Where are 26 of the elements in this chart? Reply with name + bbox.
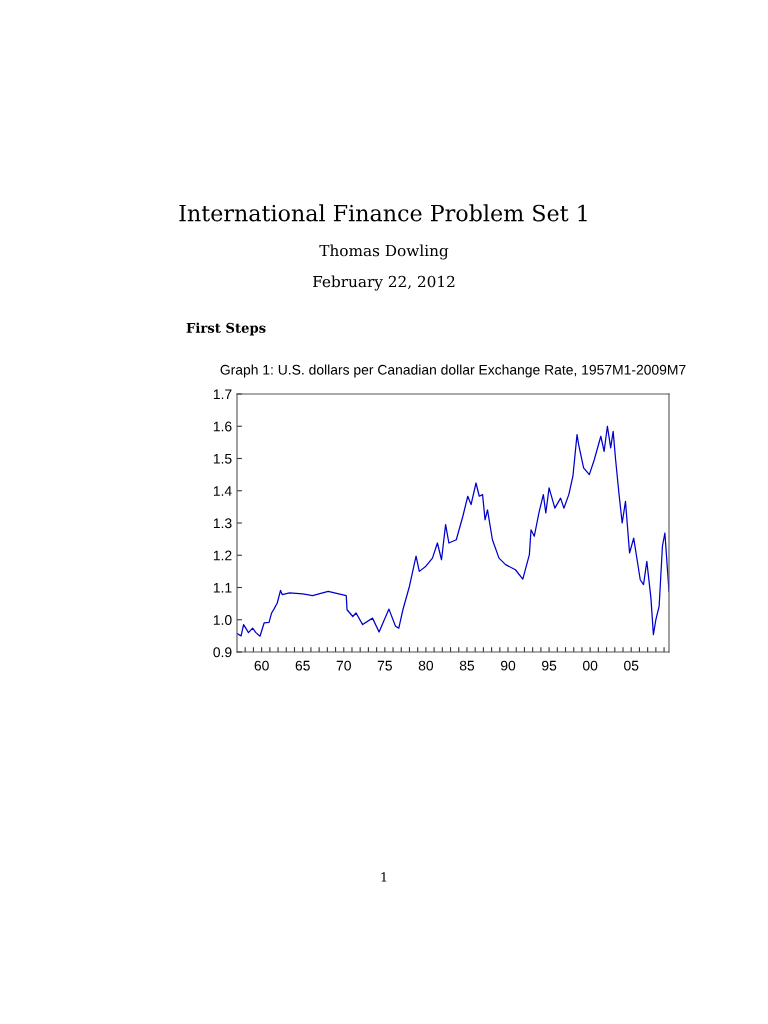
text: First Steps	[186, 322, 266, 336]
text: Thomas Dowling	[319, 244, 449, 260]
line-series	[237, 425, 669, 637]
chart-title: Graph 1: U.S. dollars per Canadian dollar Exchange Rate, 1957M1-2009M7	[220, 364, 686, 378]
y-tick-label: 1.2	[213, 550, 232, 561]
x-tick-label: 00	[582, 660, 598, 671]
x-tick-label: 90	[500, 660, 516, 671]
x-tick-label: 75	[377, 660, 392, 671]
y-tick-label: 1.5	[213, 453, 232, 464]
x-tick-label: 85	[459, 660, 475, 671]
y-tick-label: 1.7	[213, 389, 232, 400]
x-tick-label: 95	[542, 660, 557, 671]
text: 1	[381, 872, 387, 882]
y-tick-label: 1.1	[213, 582, 232, 593]
x-tick-label: 65	[295, 660, 310, 671]
x-tick-label: 60	[254, 660, 269, 671]
y-tick-label: 1.6	[213, 421, 232, 432]
y-tick-label: 0.9	[213, 647, 232, 658]
x-tick-label: 80	[418, 660, 434, 671]
y-tick-label: 1.3	[213, 518, 232, 529]
text: International Finance Problem Set 1	[179, 204, 587, 222]
text: February 22, 2012	[313, 275, 455, 291]
x-tick-label: 05	[624, 660, 639, 671]
y-tick-label: 1.0	[213, 615, 232, 625]
x-tick-label: 70	[336, 660, 351, 671]
y-tick-label: 1.4	[213, 486, 232, 496]
